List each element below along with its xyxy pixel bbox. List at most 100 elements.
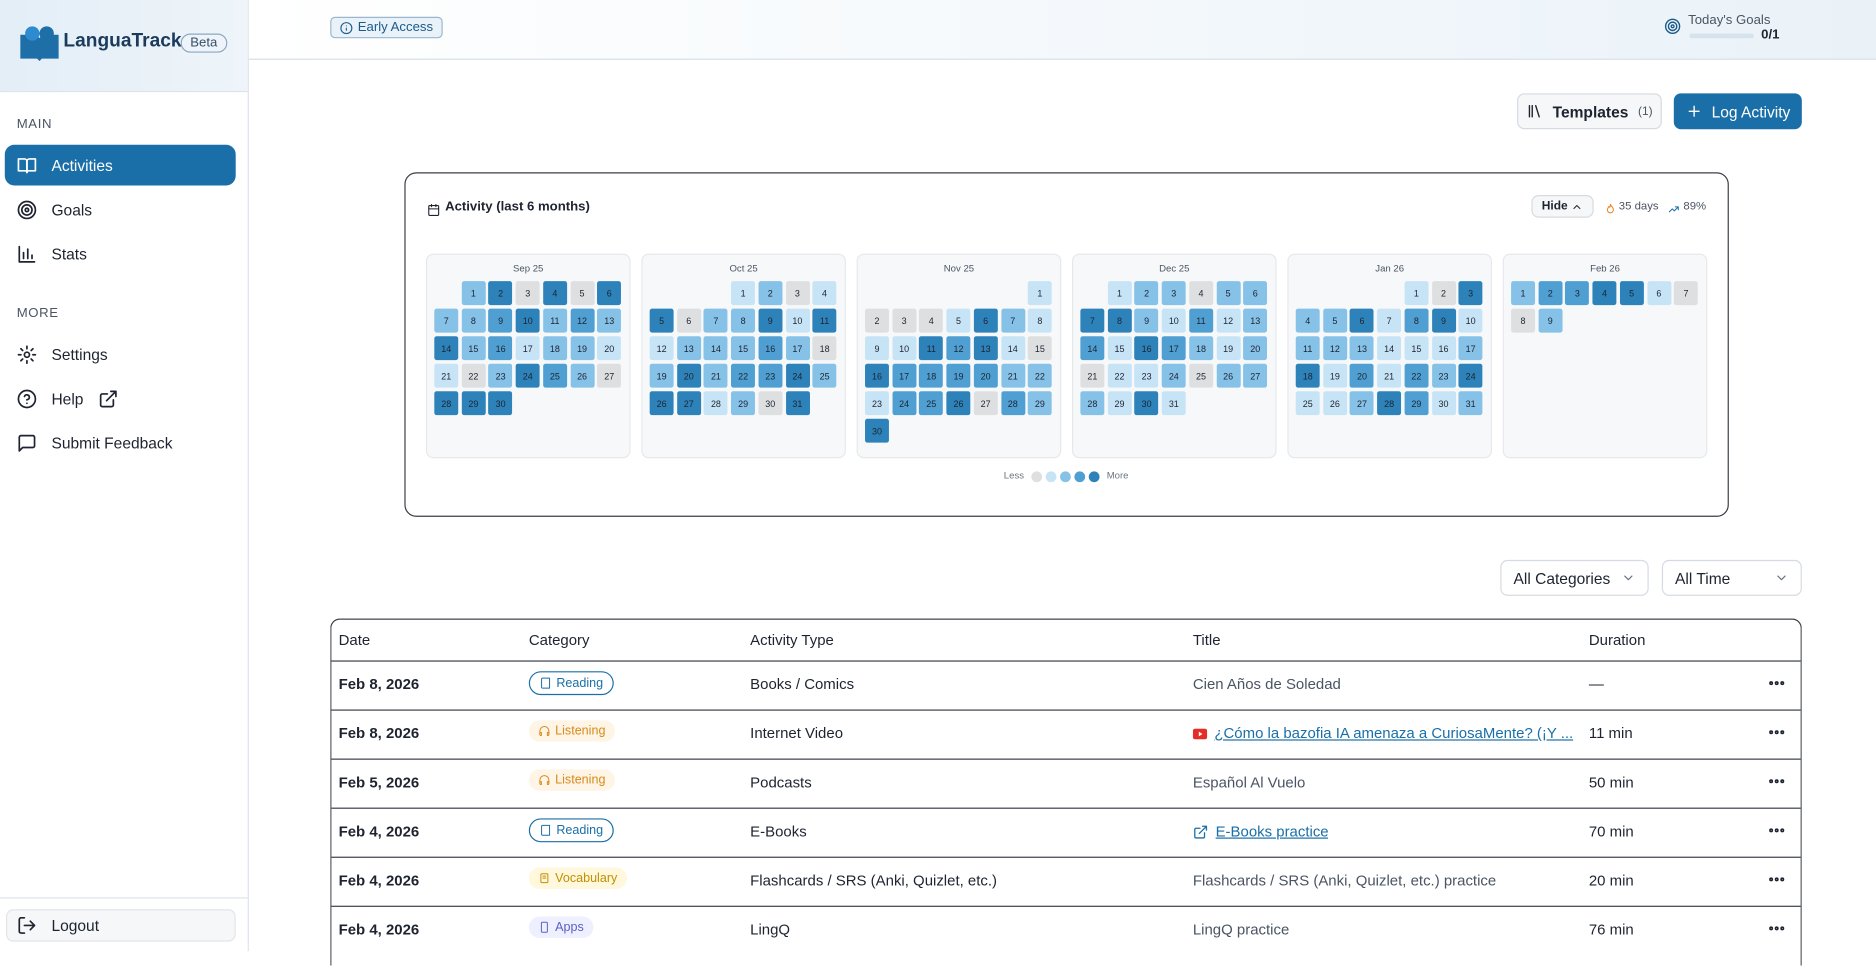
day-cell[interactable]: 5 bbox=[570, 281, 595, 306]
day-cell[interactable]: 28 bbox=[1377, 391, 1402, 416]
day-cell[interactable]: 28 bbox=[1000, 391, 1025, 416]
day-cell[interactable]: 9 bbox=[865, 336, 889, 361]
day-cell[interactable]: 17 bbox=[1458, 336, 1483, 361]
day-cell[interactable]: 27 bbox=[1243, 363, 1268, 388]
day-cell[interactable]: 25 bbox=[1295, 391, 1320, 416]
day-cell[interactable]: 5 bbox=[1216, 281, 1241, 306]
title-text[interactable]: ¿Cómo la bazofia IA amenaza a CuriosaMen… bbox=[1214, 725, 1574, 742]
day-cell[interactable]: 24 bbox=[892, 391, 917, 416]
day-cell[interactable]: 2 bbox=[1431, 281, 1456, 306]
day-cell[interactable]: 9 bbox=[1538, 308, 1563, 333]
day-cell[interactable]: 24 bbox=[1161, 363, 1186, 388]
day-cell[interactable]: 20 bbox=[1243, 336, 1268, 361]
day-cell[interactable]: 21 bbox=[1080, 363, 1105, 388]
row-menu[interactable] bbox=[1767, 919, 1786, 944]
day-cell[interactable]: 12 bbox=[570, 308, 595, 333]
day-cell[interactable]: 26 bbox=[649, 391, 674, 416]
day-cell[interactable]: 30 bbox=[1431, 391, 1456, 416]
day-cell[interactable]: 13 bbox=[597, 308, 622, 333]
day-cell[interactable]: 22 bbox=[1027, 363, 1052, 388]
day-cell[interactable]: 5 bbox=[1619, 281, 1644, 306]
day-cell[interactable]: 22 bbox=[731, 363, 756, 388]
day-cell[interactable]: 15 bbox=[461, 336, 486, 361]
day-cell[interactable]: 20 bbox=[973, 363, 998, 388]
day-cell[interactable]: 20 bbox=[1350, 363, 1374, 388]
nav-item[interactable]: Goals bbox=[5, 189, 236, 230]
day-cell[interactable]: 9 bbox=[758, 308, 783, 333]
day-cell[interactable]: 20 bbox=[676, 363, 701, 388]
row-menu[interactable] bbox=[1767, 723, 1786, 748]
day-cell[interactable]: 3 bbox=[1458, 281, 1483, 306]
day-cell[interactable]: 23 bbox=[1134, 363, 1159, 388]
day-cell[interactable]: 22 bbox=[1107, 363, 1132, 388]
day-cell[interactable]: 23 bbox=[1431, 363, 1456, 388]
templates-button[interactable]: Templates (1) bbox=[1517, 93, 1662, 130]
day-cell[interactable]: 3 bbox=[892, 308, 917, 333]
day-cell[interactable]: 25 bbox=[919, 391, 944, 416]
day-cell[interactable]: 4 bbox=[1189, 281, 1213, 306]
day-cell[interactable]: 18 bbox=[919, 363, 944, 388]
day-cell[interactable]: 26 bbox=[570, 363, 595, 388]
day-cell[interactable]: 12 bbox=[1216, 308, 1241, 333]
day-cell[interactable]: 22 bbox=[1404, 363, 1429, 388]
nav-item[interactable]: Stats bbox=[5, 233, 236, 274]
day-cell[interactable]: 6 bbox=[1646, 281, 1671, 306]
day-cell[interactable]: 21 bbox=[434, 363, 459, 388]
day-cell[interactable]: 2 bbox=[488, 281, 513, 306]
day-cell[interactable]: 8 bbox=[1511, 308, 1536, 333]
nav-item[interactable]: Activities bbox=[4, 144, 236, 186]
day-cell[interactable]: 7 bbox=[1377, 308, 1402, 333]
day-cell[interactable]: 26 bbox=[1322, 391, 1347, 416]
day-cell[interactable]: 24 bbox=[1458, 363, 1483, 388]
row-menu[interactable] bbox=[1767, 674, 1786, 699]
day-cell[interactable]: 10 bbox=[785, 308, 810, 333]
day-cell[interactable]: 31 bbox=[785, 391, 810, 416]
day-cell[interactable]: 1 bbox=[461, 281, 486, 306]
day-cell[interactable]: 8 bbox=[1027, 308, 1052, 333]
logout-button[interactable]: Logout bbox=[5, 909, 236, 942]
day-cell[interactable]: 18 bbox=[1295, 363, 1320, 388]
day-cell[interactable]: 7 bbox=[703, 308, 728, 333]
title-text[interactable]: E-Books practice bbox=[1215, 823, 1329, 840]
day-cell[interactable]: 10 bbox=[515, 308, 540, 333]
day-cell[interactable]: 3 bbox=[515, 281, 540, 306]
day-cell[interactable]: 17 bbox=[515, 336, 540, 361]
day-cell[interactable]: 4 bbox=[1592, 281, 1617, 306]
filter-select[interactable]: All Time bbox=[1661, 559, 1802, 596]
day-cell[interactable]: 8 bbox=[1107, 308, 1132, 333]
day-cell[interactable]: 3 bbox=[1161, 281, 1186, 306]
day-cell[interactable]: 15 bbox=[731, 336, 756, 361]
day-cell[interactable]: 15 bbox=[1404, 336, 1429, 361]
day-cell[interactable]: 25 bbox=[542, 363, 567, 388]
day-cell[interactable]: 18 bbox=[1189, 336, 1213, 361]
day-cell[interactable]: 14 bbox=[1377, 336, 1402, 361]
day-cell[interactable]: 6 bbox=[973, 308, 998, 333]
day-cell[interactable]: 21 bbox=[703, 363, 728, 388]
day-cell[interactable]: 1 bbox=[1511, 281, 1536, 306]
day-cell[interactable]: 15 bbox=[1107, 336, 1132, 361]
day-cell[interactable]: 2 bbox=[1538, 281, 1563, 306]
day-cell[interactable]: 9 bbox=[488, 308, 513, 333]
day-cell[interactable]: 29 bbox=[1027, 391, 1052, 416]
day-cell[interactable]: 13 bbox=[1243, 308, 1268, 333]
day-cell[interactable]: 26 bbox=[1216, 363, 1241, 388]
day-cell[interactable]: 1 bbox=[1107, 281, 1132, 306]
day-cell[interactable]: 14 bbox=[703, 336, 728, 361]
day-cell[interactable]: 28 bbox=[434, 391, 459, 416]
day-cell[interactable]: 6 bbox=[597, 281, 622, 306]
day-cell[interactable]: 7 bbox=[1000, 308, 1025, 333]
day-cell[interactable]: 21 bbox=[1000, 363, 1025, 388]
log-activity-button[interactable]: Log Activity bbox=[1673, 93, 1802, 130]
day-cell[interactable]: 1 bbox=[1027, 281, 1052, 306]
day-cell[interactable]: 19 bbox=[570, 336, 595, 361]
day-cell[interactable]: 8 bbox=[1404, 308, 1429, 333]
day-cell[interactable]: 21 bbox=[1377, 363, 1402, 388]
day-cell[interactable]: 16 bbox=[1431, 336, 1456, 361]
day-cell[interactable]: 11 bbox=[812, 308, 837, 333]
row-menu[interactable] bbox=[1767, 772, 1786, 797]
hide-button[interactable]: Hide bbox=[1531, 195, 1594, 218]
day-cell[interactable]: 12 bbox=[1322, 336, 1347, 361]
day-cell[interactable]: 4 bbox=[919, 308, 944, 333]
day-cell[interactable]: 23 bbox=[865, 391, 889, 416]
filter-select[interactable]: All Categories bbox=[1500, 559, 1649, 596]
